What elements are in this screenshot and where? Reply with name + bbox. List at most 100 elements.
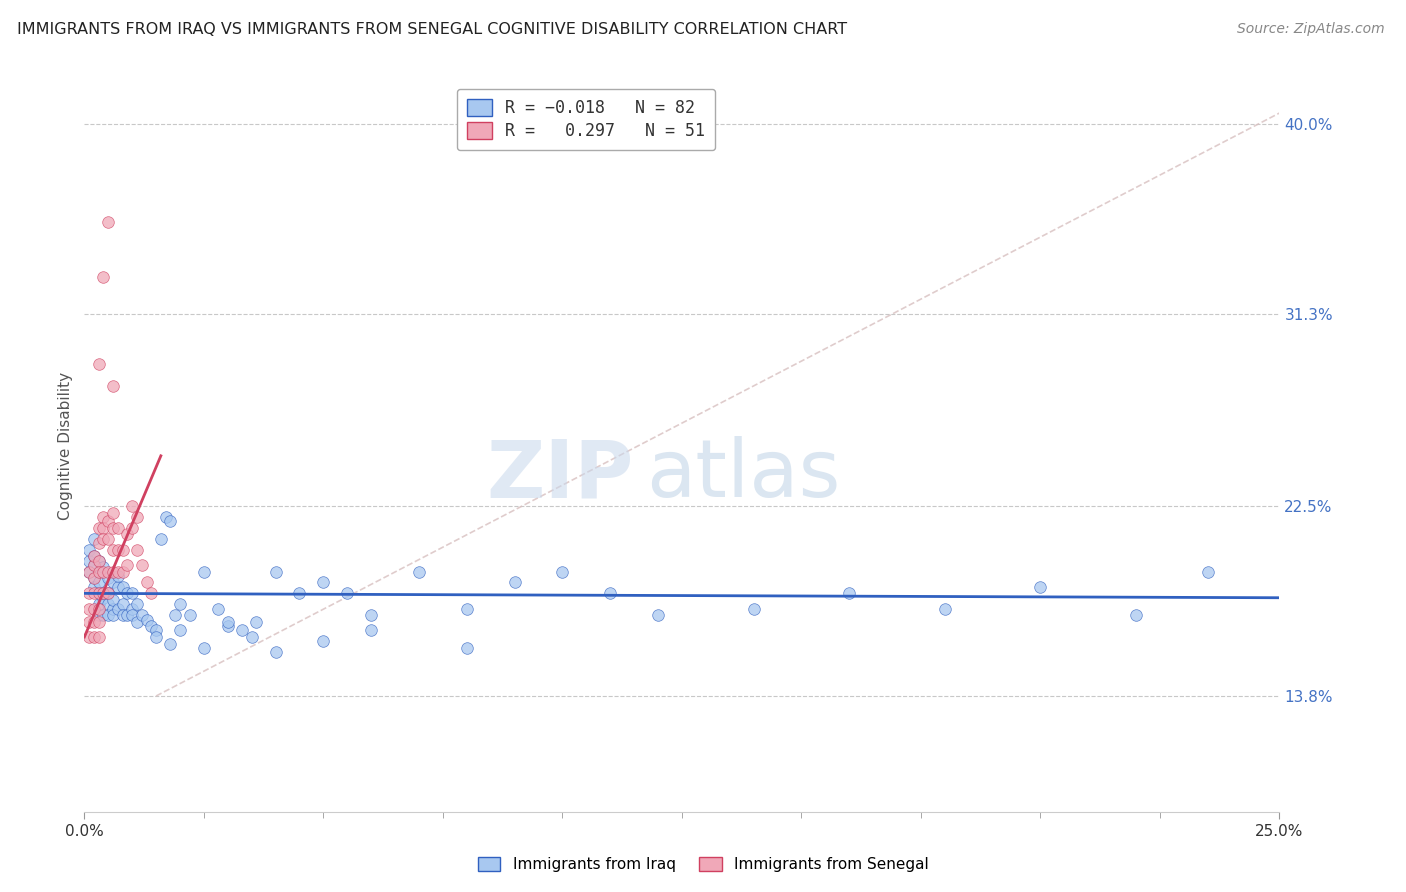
Point — [97, 597, 120, 611]
Point — [101, 542, 124, 557]
Point — [93, 586, 115, 600]
Point — [288, 586, 311, 600]
Point — [97, 608, 120, 623]
Point — [101, 521, 124, 535]
Point — [87, 536, 110, 550]
Point — [141, 619, 163, 633]
Point — [456, 601, 478, 615]
Point — [336, 586, 359, 600]
Point — [97, 532, 120, 546]
Point — [83, 549, 105, 564]
Point — [111, 542, 134, 557]
Point — [107, 542, 129, 557]
Point — [1029, 580, 1052, 594]
Point — [87, 601, 110, 615]
Point — [264, 565, 287, 579]
Point — [193, 640, 215, 655]
Point — [83, 571, 105, 585]
Point — [125, 510, 148, 524]
Point — [117, 558, 139, 572]
Point — [93, 591, 115, 605]
Point — [121, 521, 143, 535]
Point — [121, 608, 143, 623]
Point — [125, 597, 148, 611]
Point — [83, 601, 105, 615]
Point — [312, 575, 335, 590]
Point — [83, 571, 105, 585]
Point — [101, 575, 124, 590]
Point — [107, 580, 129, 594]
Point — [111, 608, 134, 623]
Point — [77, 554, 100, 568]
Point — [97, 215, 120, 229]
Point — [93, 586, 115, 600]
Point — [77, 542, 100, 557]
Point — [125, 542, 148, 557]
Point — [245, 615, 267, 629]
Point — [83, 630, 105, 644]
Point — [742, 601, 765, 615]
Point — [83, 615, 105, 629]
Point — [117, 527, 139, 541]
Point — [551, 565, 574, 579]
Point — [456, 640, 478, 655]
Point — [169, 624, 191, 638]
Point — [101, 379, 124, 393]
Point — [647, 608, 669, 623]
Point — [121, 586, 143, 600]
Point — [93, 560, 115, 574]
Point — [101, 565, 124, 579]
Point — [838, 586, 860, 600]
Point — [83, 549, 105, 564]
Point — [77, 565, 100, 579]
Point — [117, 586, 139, 600]
Point — [1197, 565, 1219, 579]
Point — [408, 565, 430, 579]
Point — [87, 630, 110, 644]
Point — [77, 586, 100, 600]
Point — [87, 597, 110, 611]
Point — [77, 601, 100, 615]
Point — [83, 532, 105, 546]
Point — [87, 586, 110, 600]
Text: atlas: atlas — [647, 436, 841, 515]
Point — [87, 565, 110, 579]
Point — [240, 630, 263, 644]
Text: IMMIGRANTS FROM IRAQ VS IMMIGRANTS FROM SENEGAL COGNITIVE DISABILITY CORRELATION: IMMIGRANTS FROM IRAQ VS IMMIGRANTS FROM … — [17, 22, 846, 37]
Point — [155, 510, 177, 524]
Point — [77, 630, 100, 644]
Point — [1125, 608, 1147, 623]
Point — [111, 565, 134, 579]
Point — [107, 569, 129, 583]
Point — [93, 510, 115, 524]
Point — [87, 521, 110, 535]
Point — [599, 586, 621, 600]
Point — [131, 558, 153, 572]
Point — [169, 597, 191, 611]
Point — [135, 575, 157, 590]
Point — [77, 615, 100, 629]
Text: ZIP: ZIP — [486, 436, 634, 515]
Point — [145, 630, 167, 644]
Point — [83, 586, 105, 600]
Point — [97, 565, 120, 579]
Point — [101, 506, 124, 520]
Point — [207, 601, 229, 615]
Point — [111, 597, 134, 611]
Point — [217, 615, 239, 629]
Point — [135, 613, 157, 627]
Point — [217, 619, 239, 633]
Point — [503, 575, 526, 590]
Point — [87, 554, 110, 568]
Point — [107, 521, 129, 535]
Point — [97, 586, 120, 600]
Point — [87, 565, 110, 579]
Point — [179, 608, 201, 623]
Point — [360, 608, 382, 623]
Point — [117, 608, 139, 623]
Point — [93, 608, 115, 623]
Point — [83, 558, 105, 572]
Point — [121, 499, 143, 513]
Point — [93, 269, 115, 284]
Point — [121, 601, 143, 615]
